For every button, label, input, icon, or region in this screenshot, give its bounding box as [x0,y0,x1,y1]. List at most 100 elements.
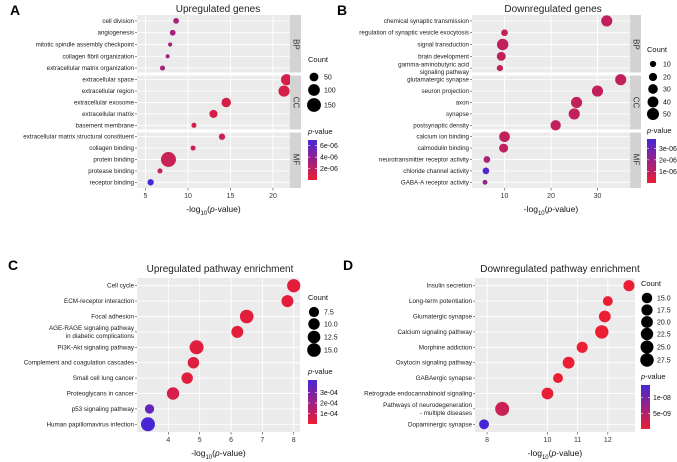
panel-b-xtick-label-10: 10 [501,193,509,200]
panel-c-ylabel-age-rage-signaling-pathway-in-diabetic-complications-line1: AGE-RAGE signaling pathway [49,325,135,332]
panel-a-ylabel-protein-binding: protein binding [93,157,134,164]
panel-d-color-legend-label-1e-08: 1e-08 [653,395,671,402]
panel-a-ylabel-mitotic-spindle-assembly-checkpoint: mitotic spindle assembly checkpoint [36,42,135,49]
panel-a-color-legend-title: p-value [307,127,333,136]
panel-b-color-legend-title: p-value [646,126,672,135]
panel-b-ylabel-brain-development: brain development [418,53,469,60]
panel-d-size-legend-dot-20-0 [641,316,653,328]
panel-c-color-legend-label-2e-04: 2e-04 [320,401,338,408]
panel-b-point-signal-transduction [496,38,509,51]
panel-a-ylabel-extracellular-matrix-organization: extracellular matrix organization [47,65,135,72]
panel-a-xtick-label-20: 20 [269,193,277,200]
panel-b-size-legend-dot-10 [649,60,657,68]
panel-a-strip-bp [290,15,301,73]
panel-d-point-oxytocin-signaling-pathway [562,356,575,369]
panel-a-point-collagen-binding [190,145,196,151]
panel-b-size-legend-label-30: 30 [663,87,671,94]
panel-d-size-legend-label-25-0: 25.0 [657,345,671,352]
panel-d-xtick-label-8: 8 [485,437,489,444]
panel-c-size-legend-dot-15-0 [307,343,321,357]
panel-d-color-legend-bar [641,385,650,429]
panel-a-color-legend-label-2e-06: 2e-06 [320,166,338,173]
panel-c-point-p53-signaling-pathway [144,404,155,414]
panel-d-size-legend-label-17-5: 17.5 [657,308,671,315]
panel-a-xlabel: -log10(p-value) [186,204,241,217]
panel-b-size-legend-title: Count [647,45,668,54]
panel-d-color-legend-title: p-value [640,372,666,381]
panel-a-point-mitotic-spindle-assembly-checkpoint [168,42,173,47]
panel-a-facet-gap [137,72,301,76]
panel-b-ylabel-synapse: synapse [446,111,470,118]
panel-b-point-gamma-aminobutyric-acid-signaling-pathway [496,64,504,72]
panel-d-size-legend-dot-25-0 [640,340,654,354]
panel-b-point-regulation-of-synaptic-vesicle-exocytosis [501,29,508,37]
panel-b-color-legend-label-2e-06: 2e-06 [659,157,677,164]
panel-c-ylabel-ecm-receptor-interaction: ECM-receptor interaction [64,298,134,305]
panel-b-point-calcium-ion-binding [499,131,510,143]
panel-a-ylabel-collagen-binding: collagen binding [89,145,134,152]
panel-c-ylabel-small-cell-lung-cancer: Small cell lung cancer [73,375,134,382]
panel-d-point-gabaergic-synapse [553,373,563,384]
panel-a-ylabel-cell-division: cell division [102,18,134,25]
panel-c-xtick-label-6: 6 [229,437,233,444]
panel-a-strip-label-cc: CC [291,97,300,109]
panel-c-point-ecm-receptor-interaction [281,295,294,308]
panel-a-strip-label-mf: MF [291,154,300,166]
panel-b-letter: B [337,2,347,18]
panel-a-facet-gap [137,129,301,133]
panel-d-ylabel-retrograde-endocannabinoid-signaling: Retrograde endocannabinoid signaling [364,391,472,398]
panel-a-xtick-label-10: 10 [184,193,192,200]
panel-d-gridlines [475,278,635,432]
panel-c-gridlines [137,278,300,432]
panel-a-point-extracellular-matrix-structural-constituent [218,133,226,140]
panel-c-xtick-label-5: 5 [198,437,202,444]
panel-a-point-angiogenesis [169,29,176,36]
panel-b-point-postsynaptic-density [550,120,561,131]
panel-a-ylabel-extracellular-region: extracellular region [82,88,135,95]
panel-a-point-basement-membrane [191,122,197,128]
panel-b-xlabel: -log10(p-value) [524,204,579,217]
panel-b-ylabel-neurotransmitter-receptor-activity: neurotransmitter receptor activity [379,157,470,164]
panel-c-ylabel-pi3k-akt-signaling-pathway: PI3K-Akt signaling pathway [57,344,135,351]
panel-b-ylabel-regulation-of-synaptic-vesicle-exocytosis: regulation of synaptic vesicle exocytosi… [359,30,469,37]
panel-c-ylabel-complement-and-coagulation-cascades: Complement and coagulation cascades [24,360,134,367]
panel-c-size-legend-label-7-5: 7.5 [324,310,334,317]
panel-a-ylabel-extracellular-matrix-structural-constituent: extracellular matrix structural constitu… [23,134,134,141]
panel-c-size-legend-label-15-0: 15.0 [324,348,338,355]
panel-b-ylabel-gamma-aminobutyric-acid-signaling-pathway-line1: gamma-aminobutyric acid [398,61,469,68]
panel-c-ylabel-focal-adhesion: Focal adhesion [91,314,134,321]
panel-a-point-cell-division [173,18,179,24]
panel-b-point-calmodulin-binding [499,143,509,153]
panel-d-xtick-label-10: 10 [544,437,552,444]
panel-d-ylabel-insulin-secretion: Insulin secretion [426,283,472,290]
panel-a-size-legend-label-50: 50 [324,75,332,82]
panel-b-point-gaba-a-receptor-activity [482,179,488,185]
panel-d-ylabel-calcium-signaling-pathway: Calcium signaling pathway [397,329,472,336]
panel-a-point-extracellular-matrix-organization [159,65,166,71]
panel-b-size-legend-dot-40 [647,96,659,108]
panel-d-size-legend-dot-22-5 [640,327,654,341]
panel-c-size-legend-dot-7-5 [308,306,320,318]
panel-b-ylabel-glutamatergic-synapse: glutamatergic synapse [407,77,469,84]
panel-a-point-extracellular-exosome [221,97,232,108]
panel-a-point-receptor-binding [147,179,154,186]
panel-c-size-legend-dot-12-5 [307,330,321,344]
panel-b: B Downregulated genes chemical synaptic tr… [337,2,677,217]
panel-d-point-insulin-secretion [623,280,635,292]
panel-d-point-pathways-of-neurodegeneration-multiple-diseases [495,401,510,416]
panel-b-point-axon [570,96,583,109]
panel-c-plot-background [137,278,300,432]
panel-b-ylabel-gaba-a-receptor-activity: GABA-A receptor activity [401,179,470,186]
panel-c-point-small-cell-lung-cancer [181,372,193,384]
panel-d-size-legend-label-22-5: 22.5 [657,332,671,339]
panel-c-point-cell-cycle [287,279,301,293]
panel-a-ylabel-collagen-fibril-organization: collagen fibril organization [62,53,134,60]
panel-d-size-legend-label-15-0: 15.0 [657,296,671,303]
panel-a-ylabel-receptor-binding: receptor binding [90,179,135,186]
panel-b-color-legend-label-1e-06: 1e-06 [659,169,677,176]
panel-b-facet-gap [472,129,641,133]
panel-b-point-chemical-synaptic-transmission [601,15,613,27]
panel-b-ylabel-calmodulin-binding: calmodulin binding [418,145,470,152]
panel-a-size-legend-dot-100 [308,84,320,96]
panel-b-size-legend-label-40: 40 [663,100,671,107]
